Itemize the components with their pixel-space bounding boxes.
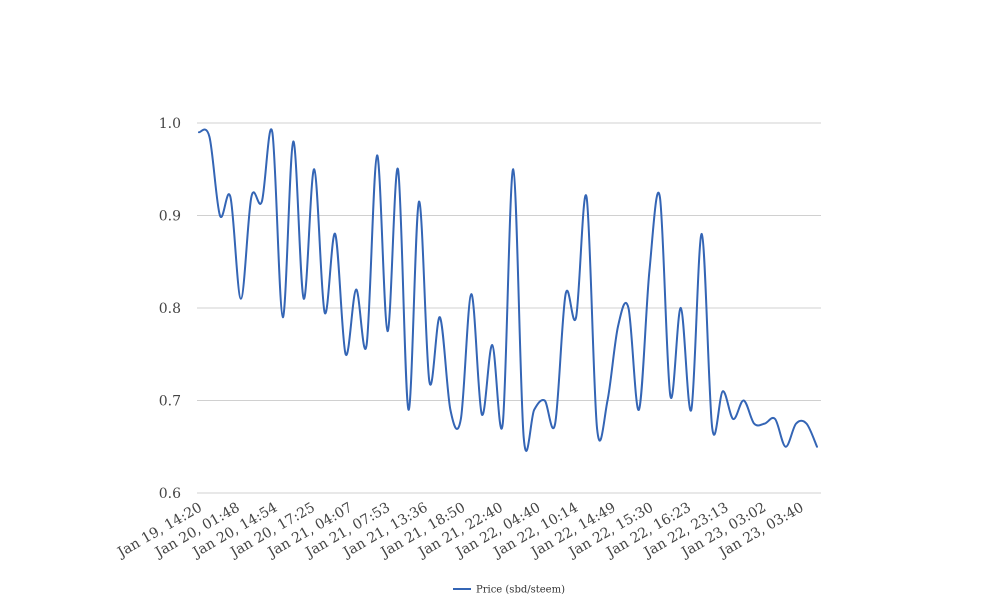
y-tick-label: 1.0 [159,116,181,132]
series-line-price [198,128,818,452]
legend: Price (sbd/steem) [453,585,565,596]
y-tick-label: 0.8 [159,301,181,317]
series-group [198,128,818,452]
y-tick-label: 0.9 [159,209,181,225]
legend-label: Price (sbd/steem) [476,585,565,596]
y-tick-label: 0.6 [159,486,181,502]
y-tick-label: 0.7 [159,394,181,410]
y-axis: 0.6 0.7 0.8 0.9 1.0 [159,116,181,502]
grid [197,122,821,494]
